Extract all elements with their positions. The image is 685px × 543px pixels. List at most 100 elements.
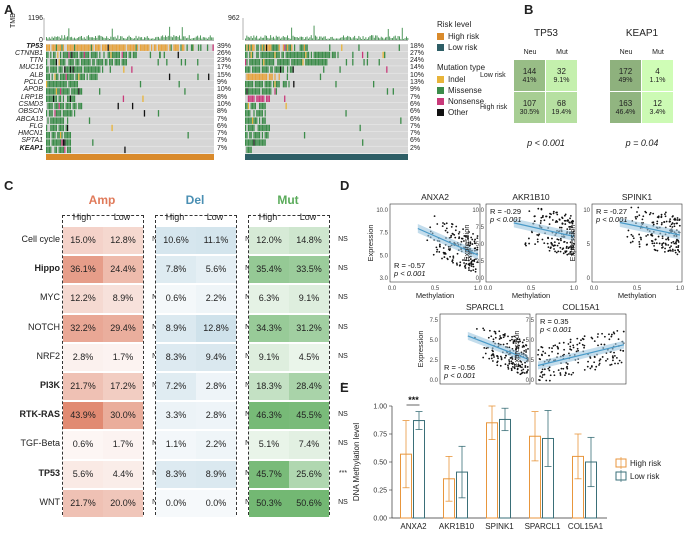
mutation-cell (256, 132, 258, 139)
scatter-point (456, 252, 459, 255)
mutation-cell (197, 73, 199, 81)
scatter-point (596, 336, 599, 338)
scatter-point (612, 359, 614, 362)
scatter-point (587, 360, 589, 363)
other-legend-label: Other (448, 108, 469, 117)
mutation-cell (74, 66, 76, 73)
tmb-bar (366, 38, 368, 40)
scatter-point (524, 242, 527, 245)
scatter-point (543, 373, 546, 376)
tmb-bar (294, 36, 295, 40)
scatter-point (548, 249, 551, 252)
tmb-bar (114, 36, 116, 40)
tmb-bar (130, 37, 131, 40)
tmb-bar (128, 35, 130, 40)
mutation-cell (71, 110, 73, 117)
mutation-cell (67, 51, 69, 59)
tmb-bar (92, 37, 94, 40)
scatter-point (482, 327, 485, 330)
pathway-value-cell: 4.4% (103, 460, 143, 488)
mutation-cell (48, 102, 50, 110)
tmb-bar (313, 25, 315, 40)
mutation-cell (270, 66, 272, 73)
tmb-bar (125, 38, 127, 40)
mutation-cell (118, 44, 120, 51)
mutation-cell (109, 44, 111, 51)
tmb-bar (85, 38, 87, 40)
gene-name: ALB (29, 71, 43, 79)
mutation-cell (261, 117, 263, 124)
tmb-bar (138, 36, 140, 40)
scatter-point (603, 335, 606, 338)
bar (413, 420, 425, 519)
scatter-point (525, 349, 527, 351)
scatter-point (674, 249, 677, 252)
scatter-point (541, 376, 544, 379)
gene-pct-left: 7% (217, 130, 228, 138)
col-header-neu: Neu (619, 49, 633, 56)
mutation-cell (245, 59, 247, 66)
scatter-point (467, 259, 470, 262)
mutation-cell (61, 88, 63, 95)
scatter-point (540, 207, 543, 210)
mutation-cell (177, 44, 179, 51)
scatter-point (517, 341, 520, 344)
regression-line (467, 335, 529, 360)
scatter-point (552, 245, 555, 247)
scatter-point (565, 366, 568, 369)
scatter-point (639, 236, 642, 239)
mutation-cell (261, 44, 263, 51)
scatter-point (677, 244, 680, 247)
scatter-point (541, 374, 544, 376)
regression-line (417, 227, 479, 256)
mutation-cell (85, 51, 87, 59)
mutation-cell (75, 66, 77, 73)
pathway-value-cell: 21.7% (63, 489, 103, 517)
tmb-bar (123, 38, 124, 40)
pathway-value-cell: 32.2% (63, 314, 103, 342)
mutation-cell (134, 51, 136, 59)
tmb-bar (245, 38, 246, 40)
scatter-point (630, 206, 633, 209)
scatter-point (433, 215, 436, 218)
scatter-point (664, 247, 666, 250)
tmb-bar (261, 37, 263, 40)
mutation-cell (60, 59, 62, 66)
scatter-point (676, 253, 679, 256)
mutation-cell (173, 44, 175, 51)
mutation-cell (64, 59, 66, 66)
contingency-cell: 144 41% (514, 60, 545, 91)
scatter-point (656, 220, 659, 223)
pathway-value: 5.6% (205, 264, 227, 275)
scatter-point (541, 216, 544, 218)
pathway-value-cell: 50.3% (249, 489, 289, 517)
scatter-point (450, 236, 452, 239)
mutation-cell (69, 80, 71, 88)
pathway-value-cell: 12.2% (63, 285, 103, 313)
scatter-point (668, 220, 671, 223)
mutation-cell (60, 124, 62, 132)
scatter-point (603, 343, 606, 346)
cell-percent: 46.4% (615, 109, 636, 116)
mutation-cell (99, 44, 101, 51)
tmb-bar (174, 36, 176, 40)
mutation-cell (263, 139, 265, 146)
mutation-cell (113, 51, 115, 59)
mutation-cell (278, 44, 280, 51)
scatter-point (506, 342, 509, 345)
mutation-cell (275, 51, 277, 59)
scatter-point (443, 256, 446, 258)
mutation-cell (253, 66, 255, 73)
scatter-point (661, 244, 663, 247)
mutation-cell (46, 95, 48, 102)
scatter-point (471, 243, 474, 245)
scatter-point (675, 241, 677, 244)
scatter-point (463, 262, 465, 264)
mutation-cell (55, 44, 57, 51)
mutation-cell (254, 59, 256, 66)
scatter-point (563, 240, 566, 243)
y-tick-label: 5.0 (430, 338, 439, 344)
mutation-cell (257, 95, 259, 102)
mutation-cell (47, 66, 49, 73)
scatter-point (677, 241, 680, 243)
